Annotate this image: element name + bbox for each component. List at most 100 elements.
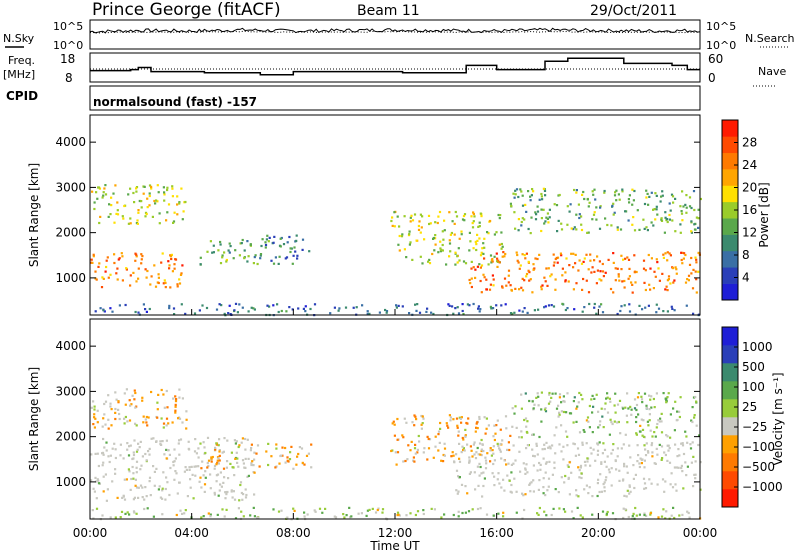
scatter-cell	[501, 255, 504, 258]
scatter-cell	[668, 447, 671, 450]
scatter-cell	[306, 513, 309, 516]
scatter-cell	[140, 253, 143, 256]
scatter-cell	[657, 516, 660, 519]
scatter-cell	[195, 452, 198, 455]
scatter-cell	[289, 250, 292, 254]
scatter-cell	[619, 432, 622, 435]
scatter-cell	[253, 458, 256, 461]
scatter-cell	[165, 417, 169, 420]
scatter-cell	[503, 277, 507, 280]
scatter-cell	[277, 510, 281, 513]
scatter-cell	[699, 461, 702, 464]
scatter-cell	[687, 511, 690, 515]
scatter-cell	[612, 252, 615, 255]
scatter-cell	[520, 190, 523, 193]
scatter-cell	[572, 266, 575, 269]
scatter-cell	[350, 515, 353, 518]
scatter-cell	[168, 264, 171, 267]
scatter-cell	[90, 453, 93, 456]
scatter-cell	[304, 305, 307, 308]
scatter-cell	[464, 485, 467, 488]
scatter-cell	[135, 186, 139, 189]
scatter-cell	[218, 449, 221, 452]
scatter-cell	[462, 438, 465, 441]
scatter-cell	[146, 424, 149, 427]
scatter-cell	[92, 400, 95, 403]
scatter-cell	[280, 309, 283, 313]
scatter-cell	[523, 254, 526, 257]
scatter-cell	[543, 447, 546, 451]
scatter-cell	[616, 455, 619, 458]
scatter-cell	[598, 260, 601, 263]
scatter-cell	[610, 484, 613, 487]
scatter-cell	[141, 399, 144, 402]
scatter-cell	[500, 304, 503, 307]
scatter-cell	[570, 510, 574, 513]
scatter-cell	[250, 443, 253, 446]
scatter-cell	[218, 454, 221, 457]
scatter-cell	[685, 474, 688, 477]
scatter-cell	[695, 291, 698, 294]
scatter-cell	[514, 189, 517, 192]
scatter-cell	[655, 258, 658, 261]
scatter-cell	[486, 452, 489, 455]
scatter-cell	[121, 255, 124, 258]
scatter-cell	[578, 213, 581, 216]
scatter-cell	[602, 426, 605, 429]
scatter-cell	[550, 304, 553, 307]
scatter-cell	[596, 442, 599, 445]
scatter-cell	[409, 220, 412, 223]
scatter-cell	[644, 269, 647, 272]
scatter-cell	[176, 195, 179, 198]
velocity-colorbar-segment	[722, 435, 738, 454]
scatter-cell	[476, 465, 479, 468]
scatter-cell	[515, 490, 518, 493]
scatter-cell	[649, 398, 652, 401]
scatter-cell	[193, 465, 196, 468]
scatter-cell	[650, 221, 653, 224]
scatter-cell	[118, 304, 121, 307]
scatter-cell	[172, 464, 175, 467]
scatter-cell	[588, 404, 591, 408]
scatter-cell	[490, 454, 493, 457]
scatter-cell	[233, 439, 236, 442]
scatter-cell	[526, 311, 529, 314]
power-colorbar-segment	[722, 152, 738, 170]
scatter-cell	[343, 516, 346, 519]
scatter-cell	[357, 512, 360, 515]
scatter-cell	[511, 425, 514, 428]
scatter-cell	[452, 454, 455, 457]
scatter-cell	[675, 268, 678, 271]
scatter-cell	[366, 509, 369, 512]
scatter-cell	[617, 273, 620, 276]
scatter-cell	[244, 457, 247, 460]
scatter-cell	[496, 478, 499, 481]
scatter-cell	[643, 281, 646, 284]
scatter-cell	[588, 426, 591, 429]
scatter-cell	[504, 252, 507, 256]
scatter-cell	[160, 388, 163, 392]
scatter-cell	[525, 463, 528, 466]
scatter-cell	[638, 430, 642, 433]
scatter-cell	[413, 460, 416, 463]
scatter-cell	[229, 313, 232, 316]
scatter-cell	[197, 456, 200, 459]
velocity-colorbar-segment	[722, 471, 738, 490]
scatter-cell	[207, 464, 210, 468]
ytick-label: 3000	[55, 180, 86, 194]
scatter-cell	[114, 411, 117, 414]
scatter-cell	[641, 308, 644, 311]
scatter-cell	[443, 442, 446, 445]
scatter-cell	[461, 445, 464, 448]
scatter-cell	[366, 310, 369, 313]
scatter-cell	[605, 512, 608, 515]
scatter-cell	[181, 512, 184, 515]
scatter-cell	[662, 253, 665, 256]
scatter-cell	[671, 486, 675, 489]
scatter-cell	[669, 413, 672, 416]
scatter-cell	[673, 516, 676, 520]
scatter-cell	[125, 267, 128, 270]
scatter-cell	[533, 403, 536, 406]
scatter-cell	[545, 441, 548, 444]
scatter-cell	[398, 514, 401, 517]
